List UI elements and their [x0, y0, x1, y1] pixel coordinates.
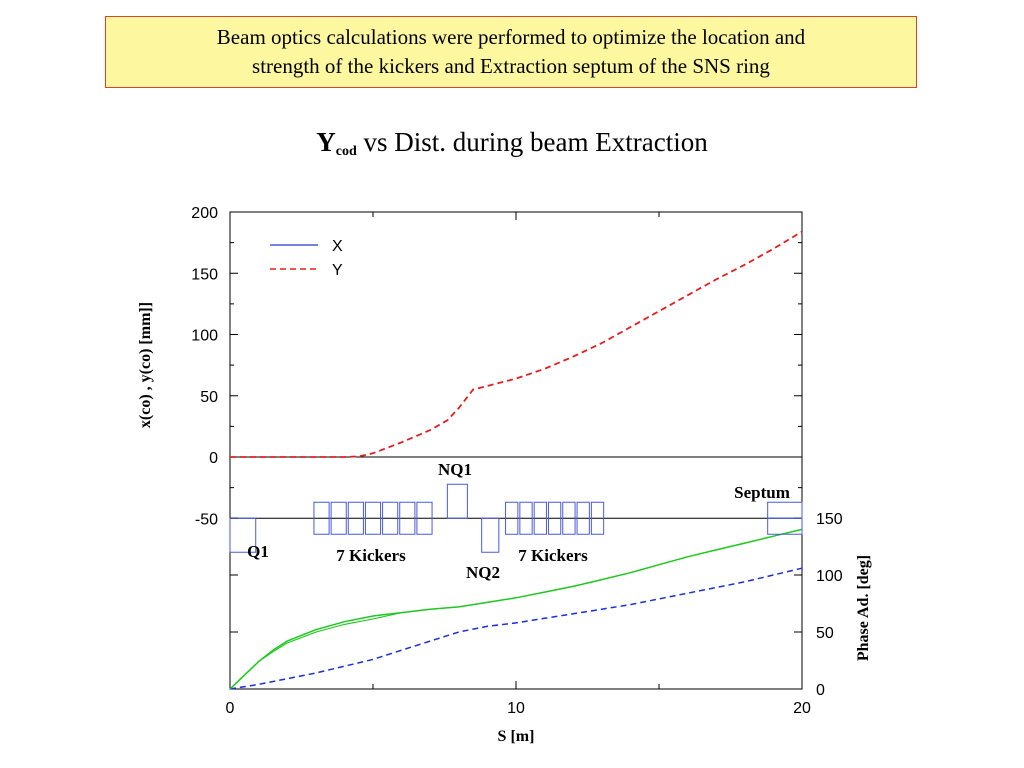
chart-title-main: Y — [316, 127, 336, 157]
kicker-right-7 — [590, 501, 605, 535]
q1-magnet — [229, 517, 257, 553]
banner-line-2: strength of the kickers and Extraction s… — [252, 54, 770, 78]
annotation-kickers-left: 7 Kickers — [336, 546, 406, 565]
annotation-kickers-right: 7 Kickers — [518, 546, 588, 565]
kicker-right-2 — [519, 501, 533, 535]
plot-frame — [229, 211, 803, 690]
kicker-left-6 — [399, 501, 416, 535]
annotation-nq2: NQ2 — [466, 563, 500, 582]
nq1-magnet — [446, 483, 468, 519]
kicker-left-5 — [382, 501, 399, 535]
series-phase-y-line — [229, 567, 803, 690]
x-tick-label: 0 — [226, 700, 235, 717]
y-right-tick-label: 150 — [816, 511, 843, 528]
title-banner: Beam optics calculations were performed … — [105, 16, 917, 88]
kicker-left-3 — [347, 501, 364, 535]
nq2-magnet — [481, 517, 500, 553]
y-right-tick-label: 50 — [816, 625, 834, 642]
y-left-tick-label: 50 — [200, 389, 218, 406]
banner-line-1: Beam optics calculations were performed … — [216, 25, 806, 49]
series-y-line — [230, 230, 803, 458]
y-left-tick-label: 0 — [209, 450, 218, 467]
kicker-left-1 — [313, 501, 330, 535]
kicker-left-4 — [364, 501, 382, 535]
annotation-nq1: NQ1 — [438, 460, 472, 479]
kicker-right-6 — [576, 501, 590, 535]
chart-title: Ycod vs Dist. during beam Extraction — [0, 127, 1024, 160]
y-left-tick-label: 100 — [191, 328, 218, 345]
legend-label-y: Y — [332, 262, 343, 279]
y-right-axis-label: Phase Ad. [deg] — [855, 555, 872, 661]
y-right-tick-label: 100 — [816, 568, 843, 585]
kicker-right-1 — [505, 501, 519, 535]
y-right-tick-label: 0 — [816, 682, 825, 699]
kicker-left-7 — [416, 501, 433, 535]
series-phase-x-line — [229, 528, 803, 690]
kicker-right-3 — [533, 501, 547, 535]
annotation-septum: Septum — [734, 483, 790, 502]
y-left-tick-label: 150 — [191, 266, 218, 283]
x-tick-label: 20 — [793, 700, 811, 717]
y-left-axis-label: x(co) , y(co) [mm]] — [137, 302, 154, 428]
kicker-right-4 — [547, 501, 562, 535]
septum-magnet-lower — [767, 517, 803, 535]
septum-magnet — [767, 501, 803, 519]
legend-label-x: X — [332, 238, 343, 255]
x-axis-label: S [m] — [498, 728, 535, 745]
kicker-left-2 — [330, 501, 347, 535]
chart-title-sub: cod — [335, 144, 357, 159]
y-left-tick-label: -50 — [195, 511, 218, 528]
series-phase-x-secondary-line — [229, 612, 402, 690]
chart-title-rest: vs Dist. during beam Extraction — [356, 127, 708, 157]
annotation-q1: Q1 — [247, 542, 269, 561]
x-tick-label: 10 — [507, 700, 525, 717]
y-left-tick-label: 200 — [191, 205, 218, 222]
kicker-right-5 — [562, 501, 576, 535]
